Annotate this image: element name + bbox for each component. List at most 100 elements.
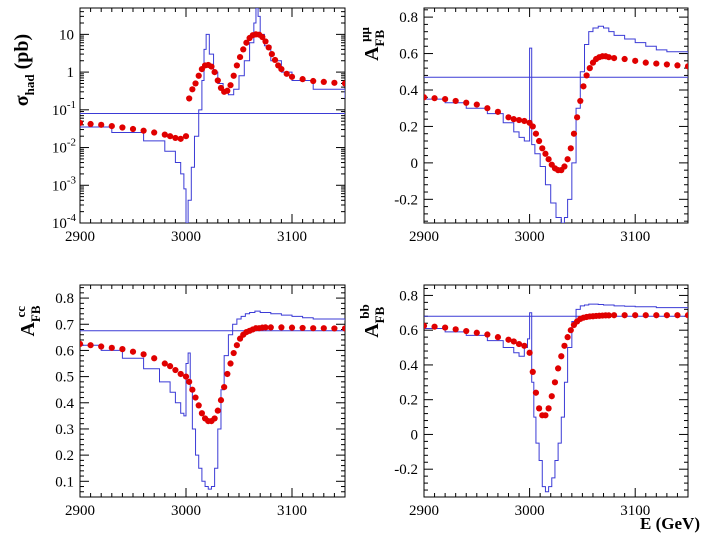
data-point bbox=[192, 80, 199, 87]
data-point bbox=[632, 312, 639, 319]
y-tick-label: 10-3 bbox=[52, 174, 77, 194]
data-point bbox=[243, 39, 250, 46]
data-point bbox=[505, 336, 512, 343]
data-point bbox=[192, 394, 199, 401]
y-tick-label: 0 bbox=[411, 156, 419, 172]
data-point bbox=[268, 50, 275, 58]
data-point bbox=[561, 342, 568, 349]
data-point bbox=[151, 129, 158, 136]
y-tick-label: -0.2 bbox=[394, 192, 418, 208]
plot-area bbox=[424, 303, 688, 493]
plot-frame bbox=[79, 7, 346, 224]
data-point bbox=[189, 386, 196, 393]
x-tick-label: 3000 bbox=[171, 229, 201, 245]
data-point bbox=[510, 116, 517, 123]
data-point bbox=[610, 312, 618, 319]
data-point bbox=[564, 334, 571, 341]
data-point bbox=[288, 324, 296, 331]
x-tick-label: 2900 bbox=[409, 229, 439, 245]
data-point bbox=[211, 415, 218, 422]
data-point bbox=[674, 62, 681, 69]
data-point bbox=[653, 60, 660, 67]
data-point bbox=[167, 133, 174, 140]
y-tick-label: 0.1 bbox=[55, 474, 74, 490]
data-point bbox=[473, 101, 480, 108]
data-point bbox=[564, 156, 571, 163]
data-point bbox=[567, 145, 574, 152]
y-tick-label: 10-4 bbox=[52, 212, 77, 232]
data-point bbox=[555, 365, 562, 372]
data-point bbox=[129, 348, 137, 355]
y-tick-label: 1 bbox=[67, 65, 75, 81]
y-tick-label: 0.6 bbox=[399, 323, 418, 339]
data-point bbox=[320, 325, 327, 332]
data-point bbox=[536, 137, 543, 145]
data-point bbox=[224, 87, 231, 94]
data-point bbox=[208, 63, 215, 70]
y-tick-label: 0.6 bbox=[399, 47, 418, 63]
data-point bbox=[236, 53, 244, 61]
data-point bbox=[262, 324, 269, 331]
data-point bbox=[484, 331, 491, 338]
data-point bbox=[577, 97, 584, 105]
data-point bbox=[341, 325, 345, 332]
y-tick-label: 10-2 bbox=[52, 137, 76, 157]
data-point bbox=[108, 123, 115, 130]
data-point bbox=[331, 79, 338, 86]
data-point bbox=[494, 334, 502, 341]
data-point bbox=[505, 114, 512, 121]
panel-3: 2900 3000 3100 0.1 0.2 0.3 0.4 0.5 0.6 0.7 0.8 AFBc… bbox=[13, 284, 346, 519]
data-point bbox=[195, 72, 202, 79]
y-axis-label: σhad (pb) bbox=[11, 34, 37, 106]
data-point bbox=[87, 342, 94, 349]
data-point bbox=[227, 82, 234, 89]
x-tick-label: 3000 bbox=[171, 503, 201, 519]
data-point bbox=[586, 65, 593, 72]
data-point bbox=[674, 312, 681, 319]
data-point bbox=[189, 86, 196, 93]
data-point bbox=[230, 72, 237, 79]
data-point bbox=[653, 312, 660, 319]
data-point bbox=[119, 346, 126, 353]
data-point bbox=[172, 366, 179, 374]
data-point bbox=[288, 73, 296, 80]
data-point bbox=[98, 121, 105, 128]
data-point bbox=[240, 46, 247, 53]
data-point bbox=[545, 405, 552, 412]
x-tick-label: 3000 bbox=[515, 229, 545, 245]
data-point bbox=[177, 370, 184, 378]
data-point bbox=[567, 327, 574, 334]
data-point bbox=[605, 312, 612, 319]
data-point bbox=[642, 59, 649, 66]
data-point bbox=[463, 99, 470, 106]
data-point bbox=[583, 72, 590, 79]
data-point bbox=[570, 130, 578, 137]
y-tick-label: 0.2 bbox=[399, 393, 418, 409]
data-point bbox=[320, 78, 327, 85]
data-point bbox=[532, 389, 540, 396]
data-point bbox=[214, 407, 221, 414]
plot-area bbox=[424, 25, 688, 223]
data-point bbox=[98, 343, 105, 350]
data-point bbox=[484, 105, 491, 112]
data-point bbox=[431, 95, 438, 102]
data-point bbox=[542, 412, 549, 419]
data-point bbox=[198, 410, 205, 417]
y-tick-label: 10 bbox=[59, 27, 74, 43]
x-tick-label: 3100 bbox=[277, 229, 307, 245]
y-axis-label: AFBcc bbox=[13, 305, 43, 336]
data-point bbox=[684, 63, 688, 70]
data-point bbox=[278, 66, 285, 73]
data-point bbox=[532, 130, 540, 137]
data-point bbox=[642, 312, 649, 319]
data-point bbox=[177, 135, 184, 142]
data-point bbox=[108, 344, 115, 351]
data-point bbox=[140, 127, 147, 134]
data-point bbox=[529, 368, 536, 375]
data-point bbox=[663, 312, 670, 319]
data-point bbox=[259, 33, 266, 41]
data-point bbox=[299, 76, 306, 83]
data-point bbox=[621, 55, 628, 63]
x-tick-label: 3100 bbox=[277, 503, 307, 519]
data-point bbox=[87, 120, 94, 128]
